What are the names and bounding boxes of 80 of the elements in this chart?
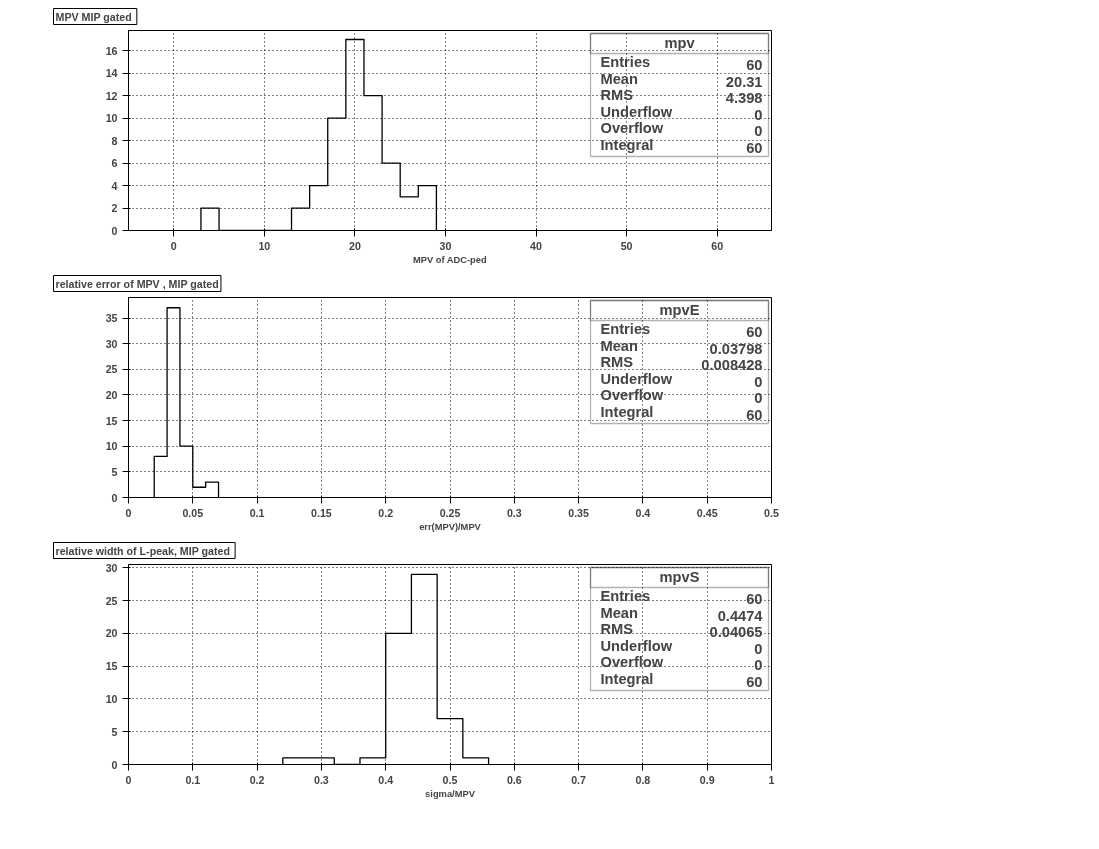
y-tick-label: 20	[105, 388, 118, 401]
y-tick-label: 2	[111, 202, 118, 215]
text: RMS 0.008428	[600, 354, 763, 373]
x-tick-label: 0.05	[182, 506, 204, 519]
x-tick-label: 0	[125, 506, 132, 519]
annotation: mpvS	[659, 568, 700, 585]
y-tick-label: 0	[111, 491, 118, 504]
text: Underflow 0	[600, 637, 763, 657]
text: Integral 60	[600, 670, 763, 690]
text: Mean 0.03798	[600, 337, 763, 357]
x-tick-label: 0.25	[439, 506, 461, 519]
y-tick-label: 0	[111, 758, 118, 771]
x-tick-label: 10	[258, 239, 271, 252]
y-tick-label: 15	[105, 660, 118, 673]
x-tick-label: 0.45	[696, 506, 718, 519]
y-tick-label: 25	[105, 594, 118, 607]
x-tick-label: 0.2	[249, 773, 265, 786]
x-axis-title: err(MPV)/MPV	[419, 521, 482, 532]
x-tick-label: 30	[439, 239, 452, 252]
text: Underflow 0	[600, 370, 763, 390]
text: Entries 60	[600, 321, 763, 340]
x-tick-label: 0.6	[506, 773, 522, 786]
x-axis-title: sigma/MPV	[425, 788, 476, 799]
text: Mean 20.31	[600, 70, 763, 90]
x-tick-label: 0	[170, 239, 177, 252]
x-tick-label: 0	[125, 773, 132, 786]
chart-title: relative width of L-peak, MIP gated	[55, 544, 230, 557]
y-tick-label: 0	[111, 224, 118, 237]
text: Overflow 0	[600, 120, 763, 139]
x-tick-label: 40	[530, 239, 543, 252]
y-tick-label: 10	[105, 440, 118, 453]
y-tick-label: 20	[105, 627, 118, 640]
x-tick-label: 50	[620, 239, 633, 252]
x-tick-label: 0.9	[699, 773, 715, 786]
x-tick-label: 0.2	[378, 506, 394, 519]
x-tick-label: 0.35	[568, 506, 590, 519]
x-tick-label: 0.15	[311, 506, 332, 519]
chart-title: relative error of MPV , MIP gated	[55, 277, 219, 290]
x-tick-label: 0.5	[442, 773, 458, 786]
y-tick-label: 12	[105, 89, 118, 102]
y-tick-label: 15	[105, 414, 118, 427]
y-tick-label: 5	[111, 725, 118, 738]
text: Overflow 0	[600, 654, 763, 673]
x-tick-label: 0.5	[764, 506, 779, 519]
x-tick-label: 0.1	[249, 506, 265, 519]
x-tick-label: 0.3	[506, 506, 522, 519]
y-tick-label: 30	[105, 561, 118, 574]
y-tick-label: 16	[105, 44, 118, 57]
text: Underflow 0	[600, 103, 763, 123]
y-tick-label: 35	[105, 312, 118, 325]
y-tick-label: 25	[105, 363, 118, 376]
text: Mean 0.4474	[600, 604, 763, 624]
y-tick-label: 14	[105, 67, 118, 80]
text: Overflow 0	[600, 387, 763, 406]
text: Integral 60	[600, 403, 763, 423]
x-tick-label: 0.8	[635, 773, 651, 786]
y-tick-label: 10	[105, 112, 118, 125]
y-tick-label: 4	[111, 179, 118, 192]
x-tick-label: 1	[768, 773, 775, 786]
chart-title: MPV MIP gated	[55, 10, 132, 23]
annotation: mpvE	[659, 301, 700, 318]
x-tick-label: 0.4	[378, 773, 394, 786]
x-tick-label: 0.4	[635, 506, 651, 519]
x-tick-label: 20	[348, 239, 361, 252]
x-axis-title: MPV of ADC-ped	[412, 254, 488, 265]
text: Entries 60	[600, 588, 763, 607]
x-tick-label: 60	[711, 239, 724, 252]
text: Entries 60	[600, 54, 763, 73]
y-tick-label: 10	[105, 692, 118, 705]
y-tick-label: 8	[111, 134, 118, 147]
x-tick-label: 0.3	[313, 773, 329, 786]
annotation: mpv	[664, 34, 696, 51]
y-tick-label: 30	[105, 337, 118, 350]
x-tick-label: 0.7	[571, 773, 587, 786]
text: Integral 60	[600, 136, 763, 156]
x-tick-label: 0.1	[185, 773, 201, 786]
text: RMS 0.04065	[600, 621, 763, 640]
text: RMS 4.398	[600, 87, 763, 106]
y-tick-label: 5	[111, 465, 118, 478]
y-tick-label: 6	[111, 157, 118, 170]
